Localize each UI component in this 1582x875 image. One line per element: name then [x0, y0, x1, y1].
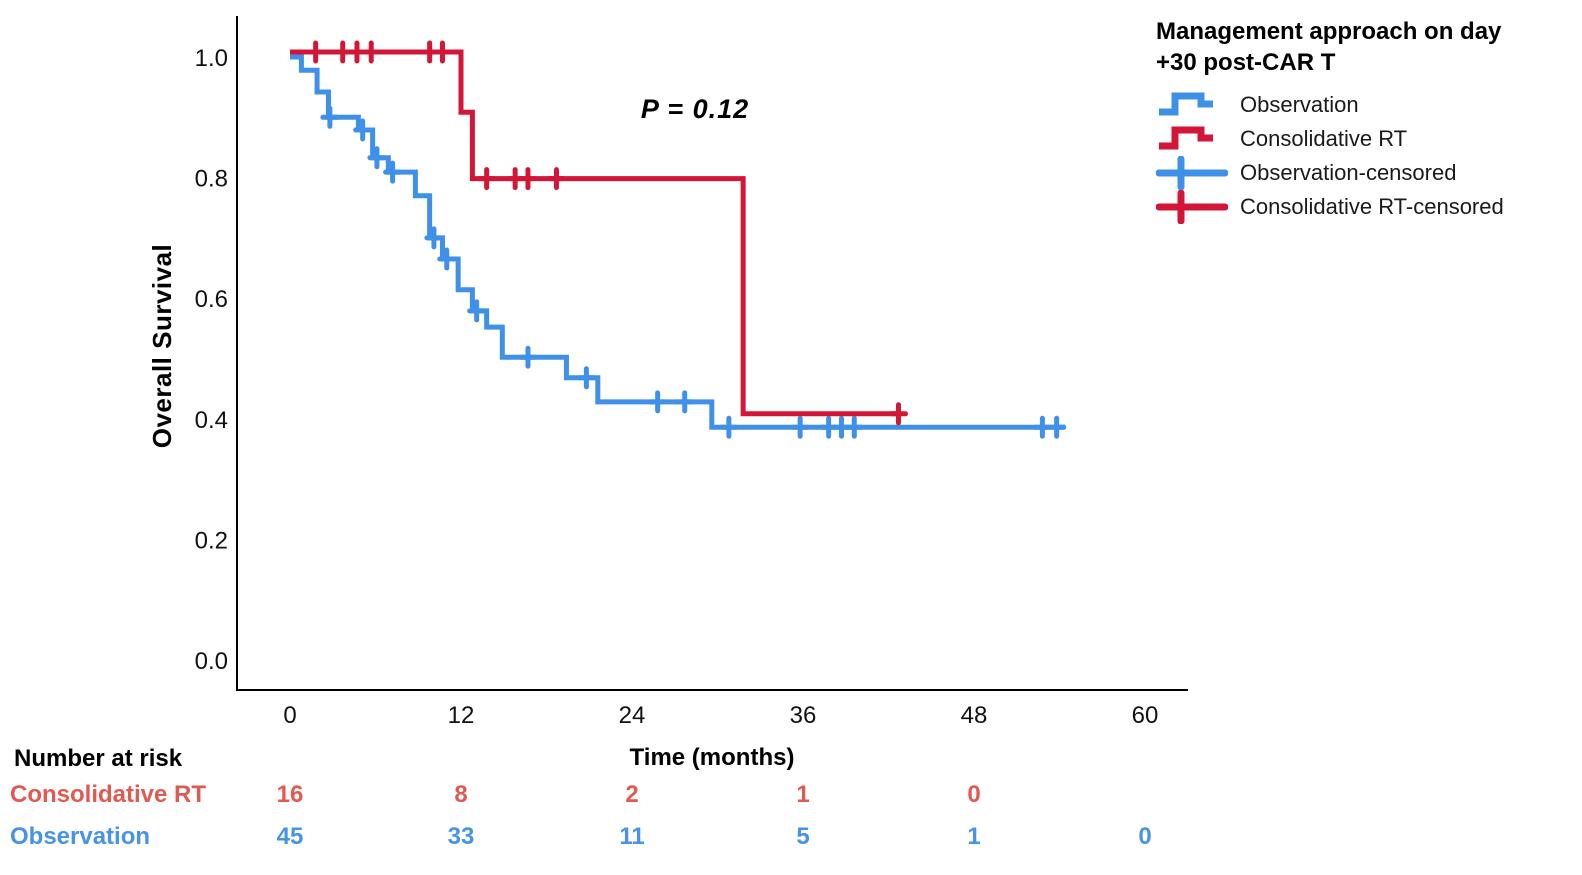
x-axis-title: Time (months) [629, 744, 795, 771]
consolidative-rt-line-swatch [1156, 122, 1240, 156]
p-value-annotation: P = 0.12 [640, 94, 750, 124]
risk-row-label-observation: Observation [10, 823, 151, 850]
legend-item-label: Observation [1240, 92, 1359, 117]
legend-item-consolidative-rt: Consolidative RT [1156, 122, 1580, 156]
y-tick-label: 0.8 [195, 166, 228, 193]
x-tick-label: 60 [1132, 702, 1159, 729]
legend-title-line-2: +30 post-CAR T [1156, 49, 1336, 76]
y-tick-label: 0.0 [195, 648, 228, 675]
observation-line-swatch [1156, 88, 1240, 122]
risk-count: 11 [619, 823, 645, 850]
risk-count: 1 [796, 781, 810, 808]
step-line-icon [1159, 126, 1213, 150]
risk-count: 45 [276, 823, 304, 850]
legend-item-observation: Observation [1156, 88, 1580, 122]
legend-title: Management approach on day +30 post-CAR … [1156, 16, 1580, 78]
risk-count: 16 [276, 781, 304, 808]
legend-item-label: Consolidative RT [1240, 126, 1408, 151]
consolidative-rt-censor-swatch [1156, 190, 1240, 224]
censor-plus-icon [1156, 156, 1228, 190]
x-tick-label: 12 [448, 702, 475, 729]
legend-title-line-1: Management approach on day [1156, 18, 1502, 45]
legend-item-label: Observation-censored [1240, 160, 1457, 185]
x-tick-label: 48 [961, 702, 988, 729]
risk-row-label-consolidative-rt: Consolidative RT [10, 781, 207, 808]
legend-item-consolidative-rt-censored: Consolidative RT-censored [1156, 190, 1580, 224]
x-tick-label: 0 [283, 702, 296, 729]
risk-count: 0 [967, 781, 981, 808]
step-line-icon [1159, 92, 1213, 116]
risk-count: 33 [447, 823, 475, 850]
risk-count: 0 [1138, 823, 1152, 850]
risk-count: 1 [967, 823, 981, 850]
survival-curve-consolidative-rt [290, 49, 899, 417]
risk-count: 2 [625, 781, 639, 808]
censor-plus-icon [1156, 190, 1228, 224]
legend-item-observation-censored: Observation-censored [1156, 156, 1580, 190]
risk-table-header: Number at risk [14, 745, 183, 772]
y-tick-label: 0.4 [195, 407, 228, 434]
risk-count: 5 [796, 823, 810, 850]
y-tick-label: 1.0 [195, 45, 228, 72]
observation-censor-swatch [1156, 156, 1240, 190]
x-tick-label: 24 [619, 702, 646, 729]
risk-count: 8 [454, 781, 468, 808]
x-tick-label: 36 [790, 702, 817, 729]
legend-entries: Observation Consolidative RT Observation… [1156, 88, 1580, 224]
y-tick-label: 0.6 [195, 286, 228, 313]
legend-item-label: Consolidative RT-censored [1240, 194, 1504, 219]
legend: Management approach on day +30 post-CAR … [1156, 16, 1580, 224]
y-tick-label: 0.2 [195, 527, 228, 554]
y-axis-title: Overall Survival [147, 243, 177, 449]
